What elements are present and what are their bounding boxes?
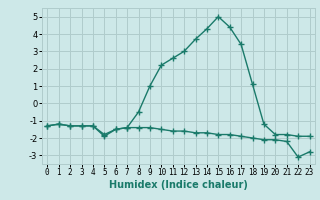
X-axis label: Humidex (Indice chaleur): Humidex (Indice chaleur) — [109, 180, 248, 190]
